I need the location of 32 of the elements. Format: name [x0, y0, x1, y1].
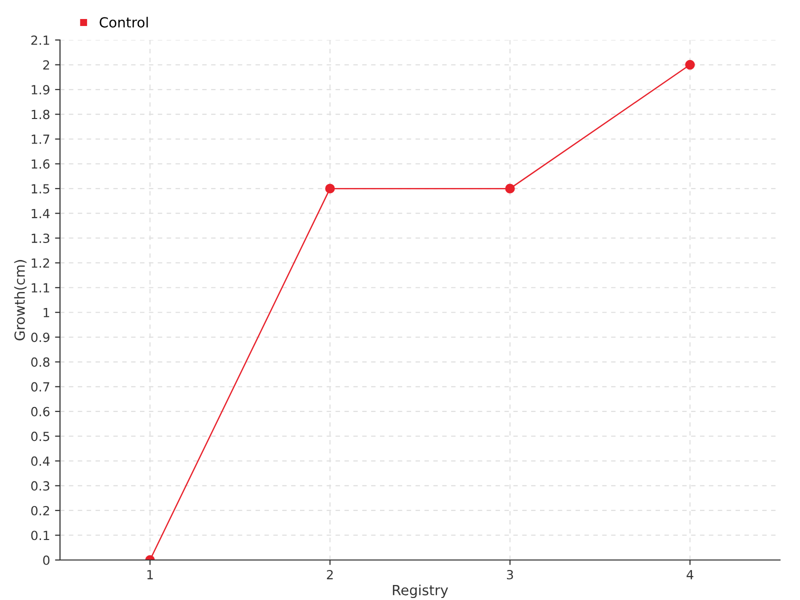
y-tick-label: 1	[44, 308, 50, 318]
y-tick-label: 2.1	[31, 35, 50, 45]
y-tick-label: 0	[43, 555, 50, 565]
y-tick-label: 0.7	[31, 382, 50, 392]
y-tick-label: 1.4	[32, 208, 50, 218]
y-tick-label: 0.4	[31, 456, 50, 466]
y-tick-label: 0.6	[31, 406, 50, 416]
y-tick-label: 1.3	[32, 234, 50, 244]
x-axis-title: Registry	[392, 584, 448, 598]
x-tick-label: 3	[506, 570, 513, 580]
y-tick-label: 2	[43, 60, 50, 70]
y-tick-label: 1.6	[32, 159, 50, 169]
y-axis-title: Growth(cm)	[14, 260, 27, 340]
x-tick-label: 1	[147, 570, 153, 580]
x-tick-label: 2	[326, 570, 333, 580]
point	[685, 60, 695, 70]
y-tick-label: 1.1	[32, 283, 50, 292]
x-tick-label: 4	[686, 570, 694, 580]
y-tick-label: 0.5	[31, 432, 50, 442]
point	[505, 184, 515, 194]
y-tick-label: 0.1	[31, 530, 50, 540]
y-tick-label: 1.7	[32, 134, 50, 144]
y-tick-label: 0.2	[31, 506, 50, 516]
y-tick-label: 0.3	[31, 481, 50, 491]
y-tick-label: 1.8	[32, 110, 50, 120]
legend-label: Control	[100, 16, 148, 28]
y-tick-label: 1.5	[32, 184, 50, 194]
y-tick-label: 1.2	[32, 258, 50, 268]
y-tick-label: 1.9	[32, 84, 50, 94]
y-tick-label: 0.9	[31, 332, 50, 342]
y-tick-label: 0.8	[31, 357, 50, 367]
point	[325, 184, 335, 194]
